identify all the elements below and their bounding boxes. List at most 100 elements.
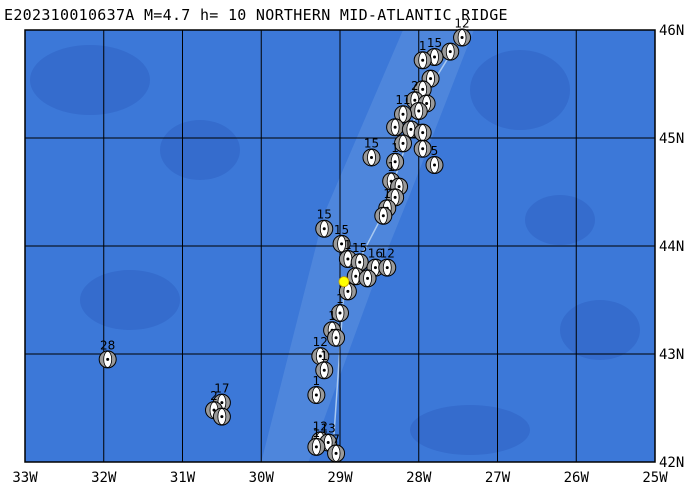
event-depth-label: 1 bbox=[313, 374, 321, 388]
deep-water-patch bbox=[80, 270, 180, 330]
beachball-center bbox=[421, 87, 425, 91]
beachball-center bbox=[106, 357, 110, 361]
beachball-center bbox=[397, 185, 401, 189]
event-beachball bbox=[378, 258, 397, 277]
event-beachball bbox=[386, 152, 405, 171]
event-beachball bbox=[327, 328, 346, 347]
beachball-center bbox=[318, 354, 322, 358]
event-depth-label: 13 bbox=[321, 422, 336, 436]
beachball-center bbox=[409, 127, 413, 131]
lon-tick-label: 30W bbox=[249, 470, 275, 486]
beachball-center bbox=[340, 242, 344, 246]
event-depth-label: 16 bbox=[368, 247, 383, 261]
beachball-center bbox=[322, 227, 326, 231]
event-beachball bbox=[413, 139, 432, 158]
beachball-center bbox=[413, 98, 417, 102]
lon-tick-label: 31W bbox=[170, 470, 196, 486]
event-depth-label: 5 bbox=[431, 144, 439, 158]
event-depth-label: 12 bbox=[380, 247, 395, 261]
event-beachball bbox=[98, 350, 117, 369]
event-depth-label: 1 bbox=[328, 309, 336, 323]
deep-water-patch bbox=[30, 45, 150, 115]
event-beachball bbox=[413, 123, 432, 142]
lon-tick-label: 26W bbox=[564, 470, 590, 486]
beachball-center bbox=[433, 55, 436, 59]
beachball-center bbox=[433, 163, 436, 167]
event-beachball bbox=[307, 437, 326, 456]
lon-tick-label: 32W bbox=[91, 470, 117, 486]
event-depth-label: 12 bbox=[313, 335, 328, 349]
event-depth-label: 12 bbox=[313, 419, 328, 433]
event-depth-label: 12 bbox=[454, 17, 469, 31]
beachball-center bbox=[314, 393, 318, 397]
event-beachball bbox=[315, 361, 334, 380]
event-beachball bbox=[425, 156, 444, 174]
beachball-center bbox=[381, 214, 385, 218]
lat-tick-label: 42N bbox=[659, 455, 684, 471]
event-depth-label: 15 bbox=[427, 36, 442, 50]
page-title: E202310010637A M=4.7 h= 10 NORTHERN MID-… bbox=[4, 6, 508, 24]
event-depth-label: 1 bbox=[383, 187, 391, 201]
main-event-marker bbox=[338, 276, 350, 288]
event-depth-label: 11 bbox=[395, 93, 410, 107]
event-depth-label: 15 bbox=[317, 208, 332, 222]
beachball-center bbox=[346, 289, 350, 293]
lon-tick-label: 25W bbox=[642, 470, 668, 486]
event-beachball bbox=[327, 444, 346, 463]
map-frame bbox=[24, 29, 656, 463]
beachball-center bbox=[220, 415, 224, 419]
event-depth-label: 1 bbox=[419, 39, 427, 53]
event-depth-label: 17 bbox=[214, 382, 229, 396]
event-beachball bbox=[374, 206, 393, 225]
beachball-center bbox=[358, 260, 362, 264]
beachball-center bbox=[326, 441, 330, 445]
deep-water-patch bbox=[560, 300, 640, 360]
event-beachball bbox=[212, 407, 231, 426]
event-depth-label: 1 bbox=[320, 349, 328, 363]
beachball-center bbox=[417, 109, 421, 113]
beachball-center bbox=[421, 131, 425, 135]
event-depth-label: 1 bbox=[387, 160, 395, 174]
event-beachball bbox=[350, 253, 369, 272]
event-beachball bbox=[311, 347, 330, 366]
lat-tick-label: 44N bbox=[659, 239, 684, 255]
beachball-center bbox=[220, 401, 224, 405]
beachball-center bbox=[429, 77, 433, 81]
event-depth-label: 2 bbox=[411, 79, 419, 93]
beachball-center bbox=[425, 101, 429, 105]
event-beachball bbox=[386, 118, 405, 137]
event-beachball bbox=[409, 102, 428, 120]
event-beachball bbox=[358, 269, 377, 288]
beachball-center bbox=[448, 50, 452, 54]
lat-tick-label: 43N bbox=[659, 347, 684, 363]
event-beachball bbox=[362, 148, 381, 167]
event-depth-label: 1 bbox=[313, 426, 321, 440]
beachball-center bbox=[373, 266, 377, 270]
beachball-center bbox=[346, 257, 350, 261]
beachball-center bbox=[401, 112, 405, 116]
deep-water-patch bbox=[470, 50, 570, 130]
event-depth-label: 1 bbox=[344, 238, 352, 252]
beachball-center bbox=[460, 36, 464, 40]
lat-tick-label: 46N bbox=[659, 23, 684, 39]
beachball-center bbox=[334, 336, 338, 340]
event-depth-label: 7 bbox=[332, 432, 340, 446]
deep-water-patch bbox=[525, 195, 595, 245]
event-depth-label: 15 bbox=[364, 136, 379, 150]
lon-tick-label: 27W bbox=[485, 470, 511, 486]
event-depth-label: 15 bbox=[352, 241, 367, 255]
beachball-center bbox=[421, 147, 425, 151]
event-beachball bbox=[413, 51, 432, 70]
beachball-center bbox=[393, 125, 397, 129]
event-beachball bbox=[315, 219, 334, 238]
event-beachball bbox=[441, 42, 460, 61]
event-depth-label: 15 bbox=[334, 223, 349, 237]
event-beachball bbox=[307, 386, 326, 405]
event-depth-label: 28 bbox=[100, 338, 115, 352]
event-beachball bbox=[331, 303, 349, 322]
beachball-center bbox=[366, 276, 370, 280]
event-beachball bbox=[394, 134, 412, 153]
beachball-center bbox=[334, 451, 338, 455]
beachball-center bbox=[212, 408, 216, 412]
